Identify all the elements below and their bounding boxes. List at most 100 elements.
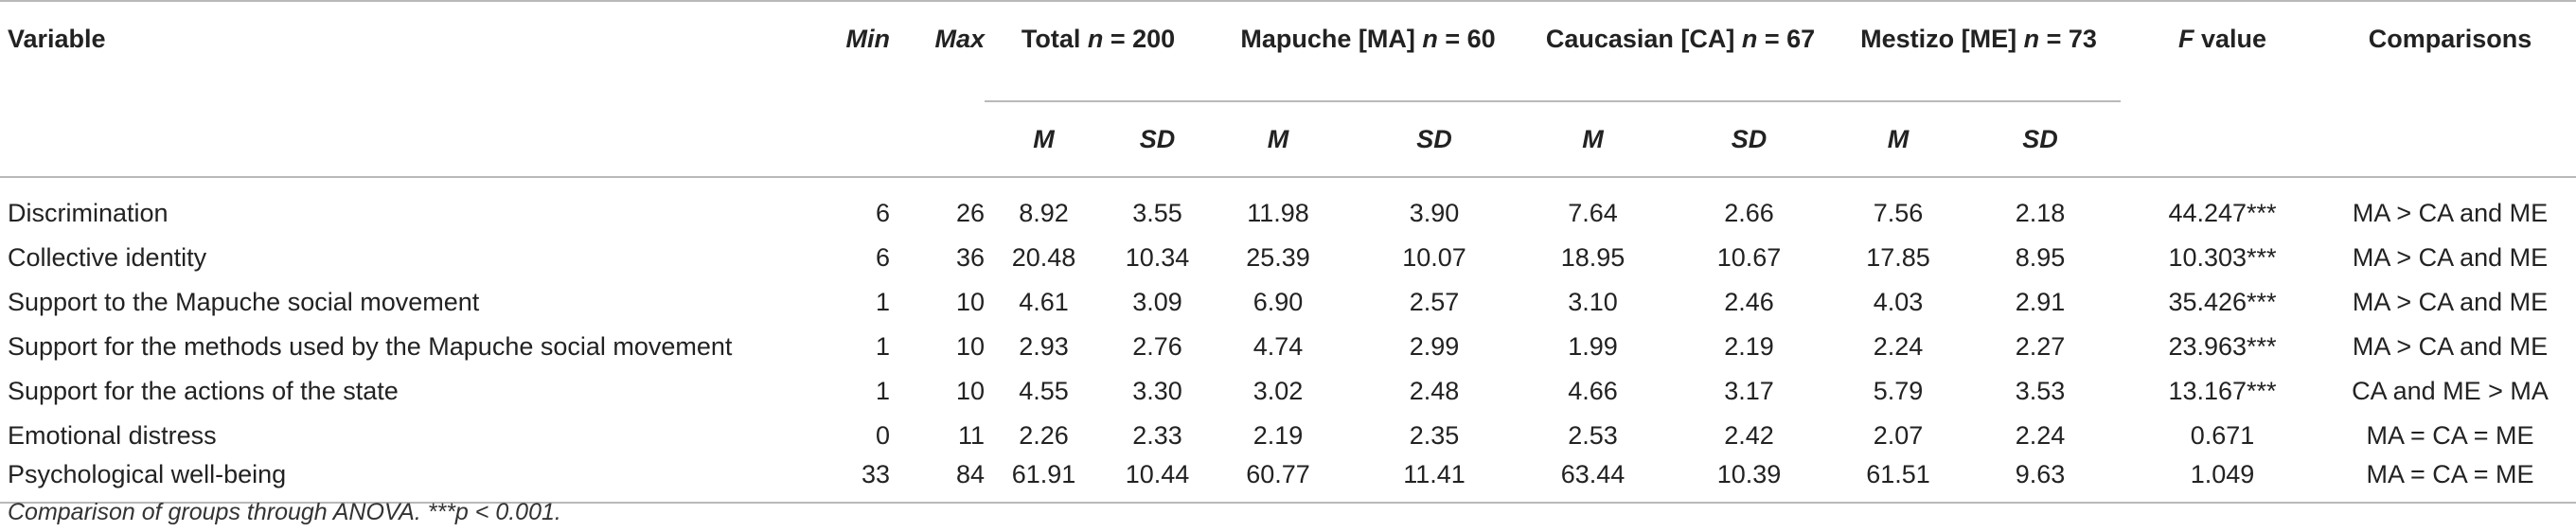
header-total-post: = 200 bbox=[1103, 25, 1176, 53]
table-body: Discrimination 6 26 8.92 3.55 11.98 3.90 7.64 2.… bbox=[0, 177, 2576, 504]
cell-comparison: CA and ME > MA bbox=[2352, 377, 2549, 405]
cell-total-sd: 10.34 bbox=[1125, 243, 1190, 272]
table-row: Emotional distress 0 11 2.26 2.33 2.19 2.35 2.5… bbox=[0, 414, 2576, 458]
cell-ca-sd: 10.67 bbox=[1716, 243, 1782, 272]
cell-max: 10 bbox=[955, 377, 985, 405]
cell-variable: Support for the actions of the state bbox=[8, 377, 399, 405]
cell-max: 26 bbox=[955, 199, 985, 227]
cell-f: 0.671 bbox=[2190, 421, 2255, 450]
cell-variable: Collective identity bbox=[8, 243, 207, 272]
table-row: Support for the actions of the state 1 10 4… bbox=[0, 369, 2576, 414]
cell-ca-m: 2.53 bbox=[1568, 421, 1618, 450]
cell-total-m: 8.92 bbox=[1019, 199, 1069, 227]
cell-me-m: 5.79 bbox=[1873, 377, 1924, 405]
cell-ma-m: 3.02 bbox=[1252, 377, 1304, 405]
cell-me-sd: 9.63 bbox=[1960, 458, 2122, 504]
cell-total-sd: 2.33 bbox=[1132, 421, 1182, 450]
header-mapuche-n: n bbox=[1422, 25, 1438, 53]
cell-max: 36 bbox=[955, 243, 985, 272]
table-row: Collective identity 6 36 20.48 10.34 25.39 10.… bbox=[0, 236, 2576, 280]
cell-total-sd: 3.09 bbox=[1132, 288, 1182, 316]
header-comparisons: Comparisons bbox=[2324, 0, 2576, 178]
header-mestizo-n: n bbox=[2023, 25, 2040, 53]
subheader-ma-sd: SD bbox=[1344, 101, 1525, 178]
cell-ca-m: 63.44 bbox=[1524, 458, 1662, 504]
cell-ca-sd: 3.17 bbox=[1724, 377, 1774, 405]
cell-total-m: 4.61 bbox=[1019, 288, 1069, 316]
cell-max: 84 bbox=[890, 458, 985, 504]
cell-me-m: 4.03 bbox=[1873, 288, 1924, 316]
cell-comparison: MA > CA and ME bbox=[2352, 243, 2549, 272]
cell-total-m: 4.55 bbox=[1019, 377, 1069, 405]
cell-variable: Support to the Mapuche social movement bbox=[8, 288, 480, 316]
subheader-me-m: M bbox=[1837, 101, 1961, 178]
cell-f: 13.167*** bbox=[2168, 377, 2277, 405]
data-table: Variable Min Max Total n = 200 Mapuche [… bbox=[0, 0, 2576, 504]
cell-ca-m: 4.66 bbox=[1568, 377, 1618, 405]
table-row: Psychological well-being 33 84 61.91 10.44 60… bbox=[0, 458, 2576, 504]
table-note: Comparison of groups through ANOVA. ***p… bbox=[8, 499, 561, 525]
cell-variable: Support for the methods used by the Mapu… bbox=[8, 332, 733, 361]
cell-me-sd: 2.27 bbox=[2015, 332, 2066, 361]
cell-comparison: MA = CA = ME bbox=[2324, 458, 2576, 504]
cell-comparison: MA > CA and ME bbox=[2352, 288, 2549, 316]
header-mestizo-pre: Mestizo [ME] bbox=[1860, 25, 2024, 53]
cell-min: 0 bbox=[875, 421, 890, 450]
cell-min: 1 bbox=[875, 288, 890, 316]
cell-ma-sd: 3.90 bbox=[1409, 199, 1460, 227]
cell-me-m: 7.56 bbox=[1873, 199, 1924, 227]
cell-ma-m: 6.90 bbox=[1252, 288, 1304, 316]
cell-variable: Discrimination bbox=[8, 199, 169, 227]
header-total-pre: Total bbox=[1021, 25, 1088, 53]
subheader-total-sd: SD bbox=[1103, 101, 1213, 178]
cell-me-sd: 2.24 bbox=[2015, 421, 2066, 450]
cell-me-sd: 2.18 bbox=[2015, 199, 2066, 227]
cell-variable: Psychological well-being bbox=[0, 458, 795, 504]
cell-ca-m: 18.95 bbox=[1560, 243, 1626, 272]
header-variable: Variable bbox=[0, 0, 795, 178]
subheader-total-m: M bbox=[985, 101, 1103, 178]
cell-total-m: 2.26 bbox=[1019, 421, 1069, 450]
cell-f: 23.963*** bbox=[2168, 332, 2277, 361]
cell-ca-m: 3.10 bbox=[1568, 288, 1618, 316]
cell-ma-sd: 2.48 bbox=[1409, 377, 1460, 405]
cell-comparison: MA > CA and ME bbox=[2352, 199, 2549, 227]
cell-f: 1.049 bbox=[2121, 458, 2325, 504]
cell-ma-sd: 2.35 bbox=[1409, 421, 1460, 450]
header-mestizo: Mestizo [ME] n = 73 bbox=[1837, 0, 2122, 102]
cell-comparison: MA = CA = ME bbox=[2366, 421, 2534, 450]
header-mapuche-post: = 60 bbox=[1437, 25, 1496, 53]
header-min: Min bbox=[795, 0, 890, 178]
cell-min: 1 bbox=[875, 377, 890, 405]
cell-me-m: 2.07 bbox=[1873, 421, 1924, 450]
header-total-n: n bbox=[1087, 25, 1104, 53]
subheader-ca-sd: SD bbox=[1661, 101, 1838, 178]
cell-me-sd: 3.53 bbox=[2015, 377, 2066, 405]
header-caucasian-pre: Caucasian [CA] bbox=[1545, 25, 1742, 53]
cell-me-m: 17.85 bbox=[1866, 243, 1930, 272]
header-f-value: F value bbox=[2121, 0, 2325, 178]
cell-min: 6 bbox=[875, 199, 890, 227]
cell-ca-sd: 2.42 bbox=[1724, 421, 1774, 450]
cell-ca-m: 1.99 bbox=[1568, 332, 1618, 361]
header-caucasian-post: = 67 bbox=[1757, 25, 1816, 53]
cell-max: 10 bbox=[955, 288, 985, 316]
cell-ca-sd: 2.19 bbox=[1724, 332, 1774, 361]
subheader-ma-m: M bbox=[1212, 101, 1345, 178]
header-caucasian-n: n bbox=[1741, 25, 1758, 53]
cell-ca-sd: 10.39 bbox=[1661, 458, 1838, 504]
cell-variable: Emotional distress bbox=[8, 421, 217, 450]
cell-ca-sd: 2.46 bbox=[1724, 288, 1774, 316]
subheader-row: M SD M SD M SD M SD bbox=[0, 101, 2576, 178]
cell-ma-m: 60.77 bbox=[1212, 458, 1345, 504]
cell-ma-m: 2.19 bbox=[1252, 421, 1304, 450]
header-f-post: value bbox=[2194, 25, 2267, 53]
cell-me-m: 2.24 bbox=[1873, 332, 1924, 361]
cell-ma-m: 11.98 bbox=[1247, 199, 1309, 227]
cell-me-m: 61.51 bbox=[1837, 458, 1961, 504]
table-row: Support to the Mapuche social movement 1 1… bbox=[0, 280, 2576, 325]
header-max: Max bbox=[890, 0, 985, 178]
cell-f: 10.303*** bbox=[2168, 243, 2277, 272]
table-row: Support for the methods used by the Mapu… bbox=[0, 325, 2576, 369]
cell-ma-sd: 2.99 bbox=[1409, 332, 1460, 361]
